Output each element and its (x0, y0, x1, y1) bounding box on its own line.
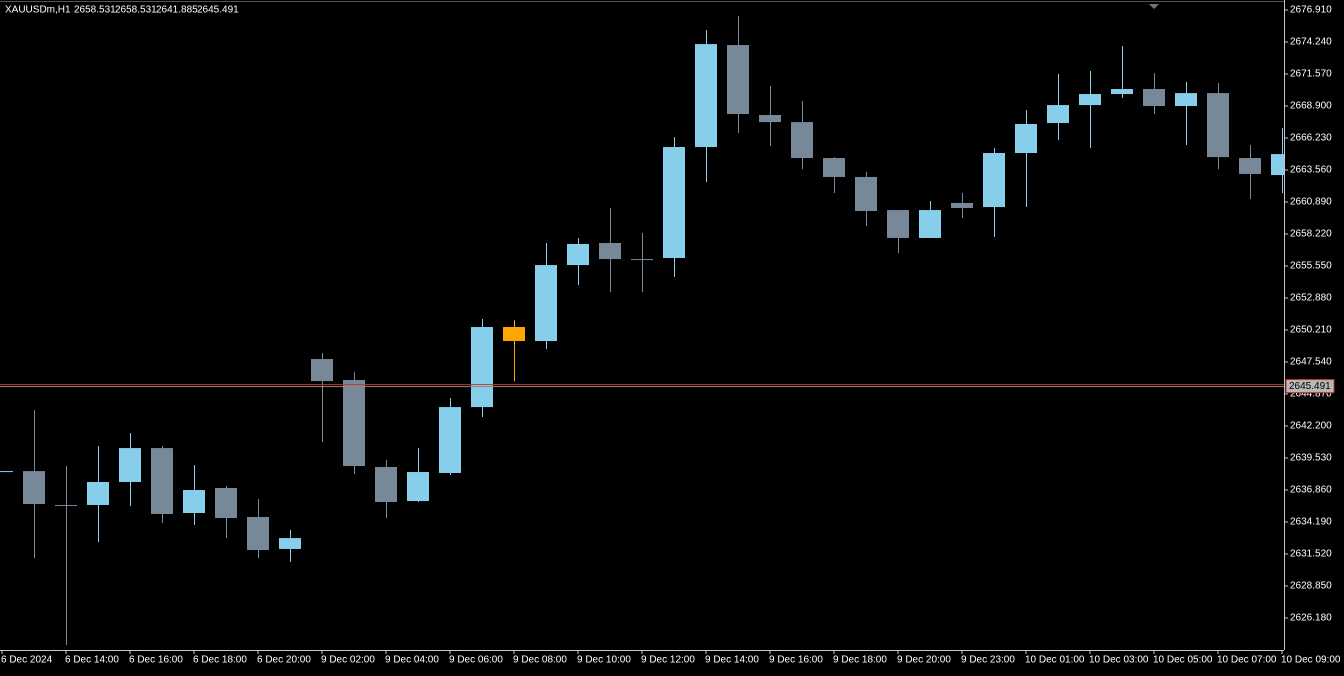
y-tick-label: 2676.910 (1290, 5, 1332, 16)
candle-body (279, 538, 301, 549)
x-tick-label: 9 Dec 23:00 (961, 655, 1015, 666)
candle-body (1015, 124, 1037, 154)
candle-body (759, 115, 781, 123)
y-tick-label: 2660.890 (1290, 197, 1332, 208)
y-tick-label: 2655.550 (1290, 261, 1332, 272)
y-tick-label: 2658.220 (1290, 229, 1332, 240)
x-tick-label: 9 Dec 02:00 (321, 655, 375, 666)
x-tick-label: 9 Dec 18:00 (833, 655, 887, 666)
candle-body (919, 210, 941, 238)
candle-body (631, 259, 653, 261)
y-tick-label: 2634.190 (1290, 517, 1332, 528)
candle-body (375, 466, 397, 502)
ohlc-readout: 2645.491 (197, 5, 239, 16)
x-tick-label: 6 Dec 18:00 (193, 655, 247, 666)
y-tick-label: 2663.560 (1290, 165, 1332, 176)
symbol-title: XAUUSDm,H1 (5, 5, 71, 16)
candle-body (407, 472, 429, 502)
x-tick-label: 10 Dec 01:00 (1025, 655, 1085, 666)
y-tick-label: 2668.900 (1290, 101, 1332, 112)
price-label: 2645.491 (1289, 381, 1331, 392)
x-tick-label: 6 Dec 2024 (1, 655, 53, 666)
price-label-box (1285, 379, 1335, 394)
y-tick-label: 2671.570 (1290, 69, 1332, 80)
x-tick-label: 10 Dec 09:00 (1281, 655, 1341, 666)
candle-body (343, 379, 365, 467)
x-tick-label: 9 Dec 20:00 (897, 655, 951, 666)
candle-body (55, 504, 77, 506)
candle-body (1047, 105, 1069, 124)
candle-body (471, 327, 493, 408)
x-tick-label: 9 Dec 04:00 (385, 655, 439, 666)
candle-body (727, 45, 749, 115)
candle-body (151, 448, 173, 514)
x-tick-label: 9 Dec 06:00 (449, 655, 503, 666)
y-tick-label: 2652.880 (1290, 293, 1332, 304)
candle-body (887, 210, 909, 238)
candle-body (1143, 89, 1165, 107)
candle-body (215, 487, 237, 519)
candle-body (1239, 158, 1261, 174)
candle-body (983, 153, 1005, 208)
x-tick-label: 10 Dec 07:00 (1217, 655, 1277, 666)
candle-body (503, 327, 525, 342)
candle-body (119, 448, 141, 482)
candle-body (311, 359, 333, 382)
shift-marker (1149, 4, 1159, 9)
candle-body (439, 407, 461, 473)
ohlc-readout: 2641.885 (156, 5, 198, 16)
x-tick-label: 9 Dec 10:00 (577, 655, 631, 666)
plot-area (0, 16, 1284, 645)
y-tick-label: 2674.240 (1290, 37, 1332, 48)
y-tick-label: 2650.210 (1290, 325, 1332, 336)
x-tick-label: 10 Dec 05:00 (1153, 655, 1213, 666)
candle-body (599, 243, 621, 260)
candle-body (1175, 93, 1197, 107)
y-tick-label: 2628.850 (1290, 581, 1332, 592)
candle-body (1271, 154, 1284, 176)
candle-body (1111, 89, 1133, 95)
candle-body (87, 481, 109, 505)
candle-body (23, 471, 45, 505)
candle-body (791, 122, 813, 159)
ohlc-readout: 2658.531 (74, 5, 116, 16)
y-tick-label: 2626.180 (1290, 613, 1332, 624)
y-tick-label: 2644.870 (1290, 389, 1332, 400)
x-tick-label: 9 Dec 08:00 (513, 655, 567, 666)
candle-body (1207, 93, 1229, 158)
y-tick-label: 2639.530 (1290, 453, 1332, 464)
candle-body (1079, 94, 1101, 106)
candle-body (0, 471, 13, 473)
candle-body (567, 243, 589, 266)
candle-body (663, 147, 685, 258)
x-tick-label: 9 Dec 14:00 (705, 655, 759, 666)
x-tick-label: 6 Dec 14:00 (65, 655, 119, 666)
y-tick-label: 2631.520 (1290, 549, 1332, 560)
candle-body (695, 44, 717, 148)
ohlc-readout: 2658.531 (115, 5, 157, 16)
candle-body (855, 176, 877, 212)
candle-body (951, 202, 973, 209)
y-tick-label: 2636.860 (1290, 485, 1332, 496)
x-tick-label: 9 Dec 12:00 (641, 655, 695, 666)
y-tick-label: 2642.200 (1290, 421, 1332, 432)
x-tick-label: 6 Dec 20:00 (257, 655, 311, 666)
y-tick-label: 2647.540 (1290, 357, 1332, 368)
candle-body (247, 516, 269, 551)
y-tick-label: 2666.230 (1290, 133, 1332, 144)
x-tick-label: 10 Dec 03:00 (1089, 655, 1149, 666)
candle-body (535, 265, 557, 342)
x-tick-label: 6 Dec 16:00 (129, 655, 183, 666)
x-tick-label: 9 Dec 16:00 (769, 655, 823, 666)
candle-body (823, 158, 845, 177)
candle-body (183, 490, 205, 514)
